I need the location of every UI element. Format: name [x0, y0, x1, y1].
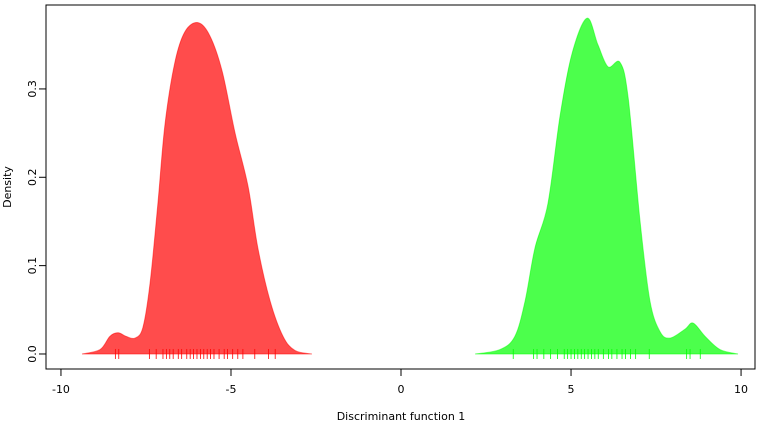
x-tick-label: 0 [398, 383, 405, 396]
y-tick-label: 0.3 [26, 80, 39, 98]
plot-frame [45, 4, 756, 370]
x-axis-label: Discriminant function 1 [337, 410, 466, 423]
y-tick-label: 0.1 [26, 257, 39, 275]
density-area [81, 22, 313, 355]
y-tick-label: 0.2 [26, 169, 39, 187]
density-area [475, 17, 739, 355]
y-tick-label: 0.0 [26, 345, 39, 363]
x-tick-label: -5 [226, 383, 237, 396]
x-tick-label: 10 [734, 383, 748, 396]
x-tick-label: 5 [568, 383, 575, 396]
x-tick-label: -10 [52, 383, 70, 396]
y-axis-label: Density [1, 166, 14, 208]
